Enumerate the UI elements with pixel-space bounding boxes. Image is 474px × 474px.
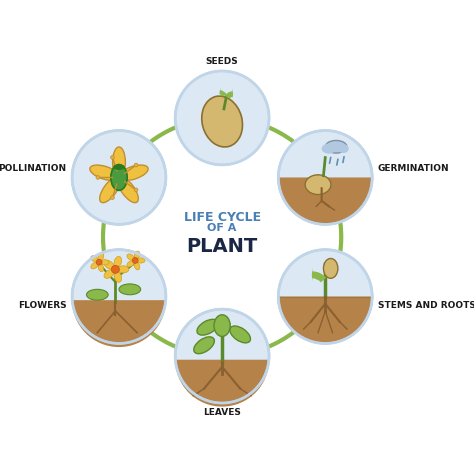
Circle shape: [110, 155, 114, 159]
Circle shape: [134, 188, 138, 192]
Ellipse shape: [113, 147, 126, 177]
Ellipse shape: [134, 262, 140, 270]
Wedge shape: [72, 300, 166, 347]
Ellipse shape: [119, 284, 141, 295]
Circle shape: [111, 265, 119, 273]
Ellipse shape: [114, 272, 122, 283]
Ellipse shape: [119, 165, 148, 181]
Circle shape: [175, 309, 269, 403]
Ellipse shape: [305, 175, 331, 194]
Ellipse shape: [98, 264, 104, 272]
Ellipse shape: [98, 253, 104, 261]
Ellipse shape: [197, 319, 219, 335]
Ellipse shape: [114, 256, 122, 267]
Wedge shape: [278, 297, 372, 344]
Text: STEMS AND ROOTS: STEMS AND ROOTS: [378, 301, 474, 310]
Ellipse shape: [113, 164, 125, 170]
Wedge shape: [175, 360, 269, 407]
Ellipse shape: [91, 263, 98, 269]
Text: POLLINATION: POLLINATION: [0, 164, 67, 173]
Ellipse shape: [323, 258, 338, 278]
Ellipse shape: [325, 140, 347, 153]
Circle shape: [96, 175, 100, 179]
Text: LEAVES: LEAVES: [203, 408, 241, 417]
Text: GERMINATION: GERMINATION: [378, 164, 449, 173]
FancyArrowPatch shape: [219, 88, 227, 97]
Ellipse shape: [104, 270, 114, 278]
Ellipse shape: [202, 96, 243, 147]
Ellipse shape: [101, 260, 109, 265]
Ellipse shape: [111, 164, 127, 191]
Ellipse shape: [134, 251, 140, 259]
Ellipse shape: [194, 337, 214, 354]
FancyArrowPatch shape: [312, 268, 326, 283]
Circle shape: [134, 163, 138, 167]
Ellipse shape: [104, 260, 114, 269]
Ellipse shape: [100, 177, 120, 203]
Circle shape: [278, 130, 372, 224]
Ellipse shape: [127, 254, 134, 260]
FancyArrowPatch shape: [225, 89, 233, 100]
Circle shape: [72, 130, 166, 224]
Ellipse shape: [91, 255, 98, 262]
Text: PLANT: PLANT: [186, 237, 258, 255]
Ellipse shape: [87, 289, 108, 300]
Circle shape: [72, 250, 166, 344]
Circle shape: [110, 196, 114, 200]
Text: LIFE CYCLE: LIFE CYCLE: [183, 210, 261, 224]
Text: SEEDS: SEEDS: [206, 57, 238, 66]
Circle shape: [175, 71, 269, 165]
Text: OF A: OF A: [208, 223, 237, 233]
Ellipse shape: [214, 315, 230, 337]
Circle shape: [96, 259, 102, 265]
Ellipse shape: [118, 177, 138, 203]
Circle shape: [278, 250, 372, 344]
Ellipse shape: [127, 261, 134, 267]
Ellipse shape: [322, 144, 336, 154]
Ellipse shape: [90, 165, 119, 181]
Circle shape: [132, 257, 138, 264]
Ellipse shape: [338, 144, 349, 153]
Ellipse shape: [118, 266, 129, 273]
Wedge shape: [278, 177, 372, 224]
Ellipse shape: [137, 258, 145, 263]
Ellipse shape: [230, 326, 250, 343]
Text: FLOWERS: FLOWERS: [18, 301, 67, 310]
